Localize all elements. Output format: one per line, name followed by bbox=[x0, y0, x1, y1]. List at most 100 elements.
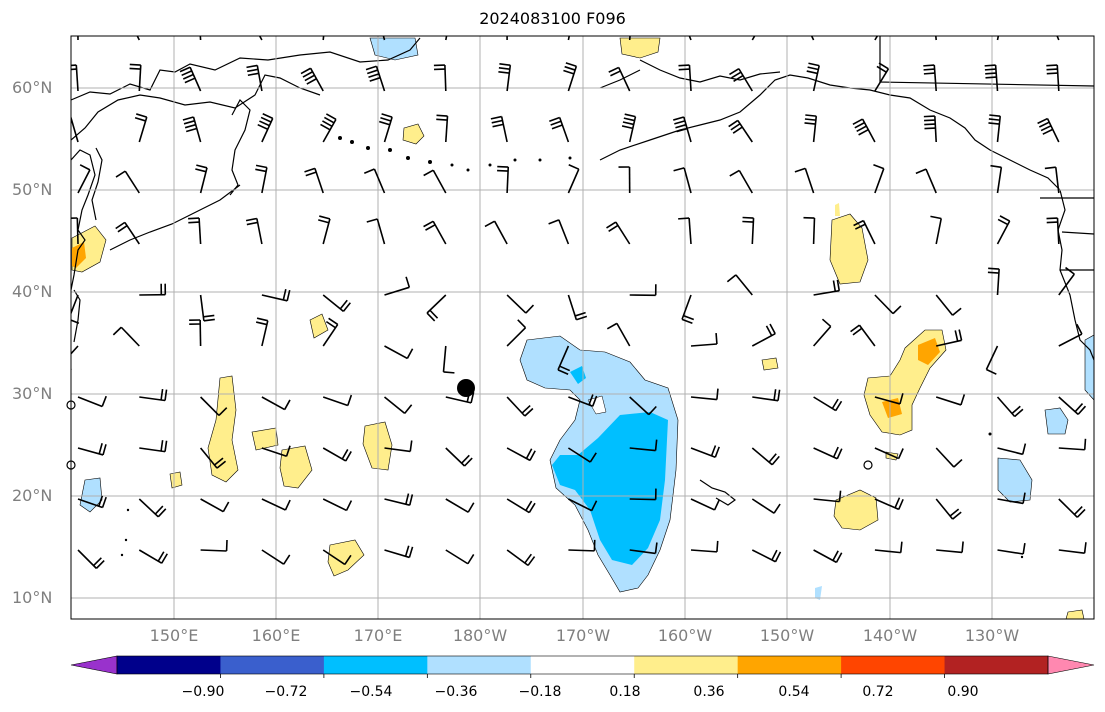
colorbar-tick-label: −0.18 bbox=[518, 684, 562, 700]
wind-barb bbox=[322, 549, 352, 566]
wind-barb bbox=[1044, 166, 1060, 194]
wind-barb bbox=[506, 549, 536, 567]
wind-barb bbox=[255, 164, 268, 194]
wind-barb bbox=[77, 549, 105, 569]
wind-barb bbox=[199, 447, 227, 469]
wind-barb bbox=[549, 116, 570, 143]
wind-barb bbox=[923, 64, 937, 92]
wind-barb bbox=[852, 118, 876, 143]
colorbar-swatch bbox=[323, 656, 428, 674]
colorbar-swatch bbox=[427, 656, 532, 674]
wind-barbs bbox=[71, 36, 1087, 569]
wind-barb bbox=[188, 217, 202, 245]
wind-barb bbox=[71, 217, 79, 245]
colorbar-tick-label: 0.54 bbox=[778, 684, 810, 700]
wind-barb bbox=[363, 168, 386, 194]
wind-barb bbox=[812, 318, 832, 347]
wind-barb bbox=[742, 216, 755, 245]
wind-barb bbox=[1037, 117, 1060, 143]
wind-barb bbox=[803, 216, 816, 245]
colorbar-tick-label: −0.90 bbox=[181, 684, 225, 700]
wind-barb bbox=[189, 319, 202, 347]
wind-barb bbox=[988, 114, 1002, 143]
lon-label-160w: 160°W bbox=[657, 626, 713, 645]
wind-barb bbox=[77, 164, 91, 194]
wind-barb bbox=[873, 164, 885, 194]
colorbar-tick-label: −0.36 bbox=[434, 684, 478, 700]
wind-barb bbox=[322, 294, 351, 312]
wind-barb bbox=[997, 542, 1026, 555]
lat-label-50n: 50°N bbox=[12, 180, 53, 199]
wind-barb bbox=[874, 294, 902, 315]
wind-barb bbox=[195, 164, 208, 194]
lon-label-150e: 150°E bbox=[149, 626, 199, 645]
wind-barb bbox=[874, 447, 904, 460]
colorbar-swatch bbox=[944, 656, 1049, 674]
lon-label-170e: 170°E bbox=[353, 626, 403, 645]
islands bbox=[120, 136, 1024, 559]
wind-barb bbox=[996, 396, 1024, 418]
wind-barb bbox=[71, 345, 79, 371]
wind-barb bbox=[1046, 64, 1060, 92]
wind-barb bbox=[71, 64, 79, 92]
wind-barb bbox=[136, 36, 141, 41]
wind-barb bbox=[384, 276, 411, 296]
wind-barb bbox=[874, 393, 904, 405]
wind-barb bbox=[506, 294, 535, 314]
wind-barb bbox=[729, 68, 753, 92]
wind-barb bbox=[567, 164, 580, 194]
wind-barb bbox=[996, 215, 1011, 245]
colorbar-tick-label: 0.36 bbox=[693, 684, 725, 700]
wind-barb bbox=[618, 166, 631, 194]
map-title: 2024083100 F096 bbox=[479, 9, 626, 28]
wind-barb bbox=[813, 396, 843, 412]
wind-barb bbox=[383, 396, 413, 414]
wind-barb bbox=[874, 541, 903, 554]
wind-barb bbox=[629, 542, 658, 555]
wind-barb bbox=[568, 539, 596, 552]
wind-barb bbox=[608, 66, 631, 92]
wind-barb bbox=[567, 447, 597, 463]
wind-barb bbox=[567, 294, 588, 321]
wind-barb bbox=[384, 345, 414, 360]
wind-barb bbox=[320, 113, 337, 143]
colorbar-tick-label: −0.54 bbox=[349, 684, 393, 700]
wind-barb bbox=[673, 167, 692, 194]
wind-barb bbox=[987, 267, 1000, 296]
wind-barb bbox=[985, 345, 999, 375]
wind-barb bbox=[690, 445, 720, 458]
colorbar-extend-low bbox=[70, 655, 118, 675]
wind-barb bbox=[436, 114, 449, 143]
wind-barb bbox=[548, 219, 570, 245]
wind-barb bbox=[322, 447, 352, 462]
wind-barb bbox=[678, 64, 692, 92]
wind-barb bbox=[629, 439, 658, 452]
wind-barb bbox=[300, 67, 324, 92]
wind-barb bbox=[261, 445, 291, 457]
wind-barb bbox=[1046, 217, 1060, 245]
wind-barb bbox=[690, 332, 718, 347]
wind-barb bbox=[557, 345, 571, 375]
wind-barb bbox=[139, 388, 168, 402]
wind-barb bbox=[423, 169, 447, 194]
wind-barb bbox=[1058, 396, 1087, 415]
negative-anomaly-core bbox=[552, 412, 668, 565]
wind-barb bbox=[77, 395, 107, 408]
wind-barb bbox=[804, 114, 818, 143]
gridlines bbox=[71, 36, 1094, 619]
colorbar-swatch bbox=[841, 656, 946, 674]
wind-barb bbox=[1058, 498, 1086, 518]
colorbar bbox=[70, 655, 1095, 678]
lat-label-60n: 60°N bbox=[12, 78, 53, 97]
wind-barb bbox=[726, 274, 753, 296]
wind-barb bbox=[874, 497, 904, 511]
wind-barb bbox=[1058, 266, 1075, 296]
wind-barb bbox=[752, 389, 781, 402]
wind-barb bbox=[261, 549, 291, 565]
colorbar-extend-high bbox=[1047, 655, 1095, 675]
wind-barb bbox=[246, 64, 263, 92]
wind-barb bbox=[442, 345, 455, 374]
anomaly-shading bbox=[71, 37, 1094, 619]
wind-barb bbox=[322, 394, 353, 407]
